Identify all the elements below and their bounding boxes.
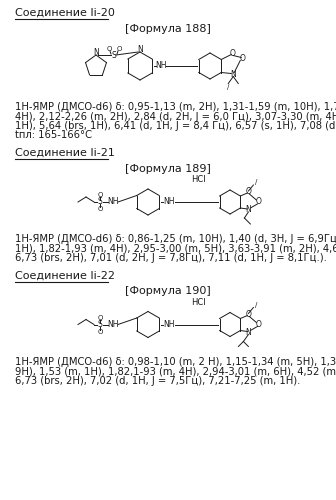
Text: Соединение Ii-22: Соединение Ii-22 xyxy=(15,270,115,280)
Text: Соединение Ii-20: Соединение Ii-20 xyxy=(15,8,115,18)
Text: N: N xyxy=(230,70,236,79)
Text: S: S xyxy=(112,50,116,59)
Text: tпл: 165-166°C: tпл: 165-166°C xyxy=(15,130,92,140)
Text: O: O xyxy=(239,54,245,63)
Text: 6,73 (brs, 2H), 7,02 (d, 1H, J = 7,5Гц), 7,21-7,25 (m, 1H).: 6,73 (brs, 2H), 7,02 (d, 1H, J = 7,5Гц),… xyxy=(15,376,300,386)
Text: NH: NH xyxy=(155,60,167,70)
Text: NH: NH xyxy=(163,198,175,206)
Text: O: O xyxy=(246,310,251,319)
Text: /: / xyxy=(227,84,229,89)
Text: 4H), 2,12-2,26 (m, 2H), 2,84 (d, 2H, J = 6,0 Гц), 3,07-3,30 (m, 4H), 4,30-4,46 (: 4H), 2,12-2,26 (m, 2H), 2,84 (d, 2H, J =… xyxy=(15,112,336,122)
Text: N: N xyxy=(246,328,251,337)
Text: 9H), 1,53 (m, 1H), 1,82,1-93 (m, 4H), 2,94-3,01 (m, 6H), 4,52 (m, 1H), 4,63 (m, : 9H), 1,53 (m, 1H), 1,82,1-93 (m, 4H), 2,… xyxy=(15,366,336,376)
Text: N: N xyxy=(246,206,251,214)
Text: 1H-ЯМР (ДМСО-d6) δ: 0,98-1,10 (m, 2 H), 1,15-1,34 (m, 5H), 1,36-1,43 (m,: 1H-ЯМР (ДМСО-d6) δ: 0,98-1,10 (m, 2 H), … xyxy=(15,356,336,366)
Text: [Формула 188]: [Формула 188] xyxy=(125,24,211,34)
Text: O: O xyxy=(229,49,235,58)
Text: O: O xyxy=(97,328,103,334)
Text: HCl: HCl xyxy=(191,176,205,184)
Text: NH: NH xyxy=(163,320,175,329)
Text: O: O xyxy=(255,320,261,329)
Text: O: O xyxy=(97,314,103,320)
Text: NH: NH xyxy=(107,320,119,329)
Text: S: S xyxy=(98,320,102,329)
Text: Соединение Ii-21: Соединение Ii-21 xyxy=(15,148,115,158)
Text: O: O xyxy=(246,188,251,196)
Text: [Формула 190]: [Формула 190] xyxy=(125,286,211,296)
Text: [Формула 189]: [Формула 189] xyxy=(125,164,211,174)
Text: /: / xyxy=(255,302,258,308)
Text: O: O xyxy=(97,206,103,212)
Text: HCl: HCl xyxy=(191,298,205,307)
Text: N: N xyxy=(137,45,143,54)
Text: S: S xyxy=(98,198,102,206)
Text: N: N xyxy=(93,48,99,57)
Text: /: / xyxy=(255,179,258,185)
Text: O: O xyxy=(255,198,261,206)
Text: 6,73 (brs, 2H), 7,01 (d, 2H, J = 7,8Гц), 7,11 (d, 1H, J = 8,1Гц.).: 6,73 (brs, 2H), 7,01 (d, 2H, J = 7,8Гц),… xyxy=(15,253,327,263)
Text: O: O xyxy=(97,192,103,198)
Text: NH: NH xyxy=(107,198,119,206)
Text: O: O xyxy=(106,46,112,52)
Text: O: O xyxy=(116,46,122,52)
Text: 1H-ЯМР (ДМСО-d6) δ: 0,86-1,25 (m, 10H), 1,40 (d, 3H, J = 6,9Гц), 1,52 (m,: 1H-ЯМР (ДМСО-d6) δ: 0,86-1,25 (m, 10H), … xyxy=(15,234,336,244)
Text: 1H), 1,82-1,93 (m, 4H), 2,95-3,00 (m, 5H), 3,63-3,91 (m, 2H), 4,61-4,68 (m, 1H),: 1H), 1,82-1,93 (m, 4H), 2,95-3,00 (m, 5H… xyxy=(15,244,336,254)
Text: 1H-ЯМР (ДМСО-d6) δ: 0,95-1,13 (m, 2H), 1,31-1,59 (m, 10H), 1,73-1,92 (m,: 1H-ЯМР (ДМСО-d6) δ: 0,95-1,13 (m, 2H), 1… xyxy=(15,102,336,112)
Text: 1H), 5,64 (brs, 1H), 6,41 (d, 1H, J = 8,4 Гц), 6,57 (s, 1H), 7,08 (d, 1H, J = 8,: 1H), 5,64 (brs, 1H), 6,41 (d, 1H, J = 8,… xyxy=(15,121,336,131)
